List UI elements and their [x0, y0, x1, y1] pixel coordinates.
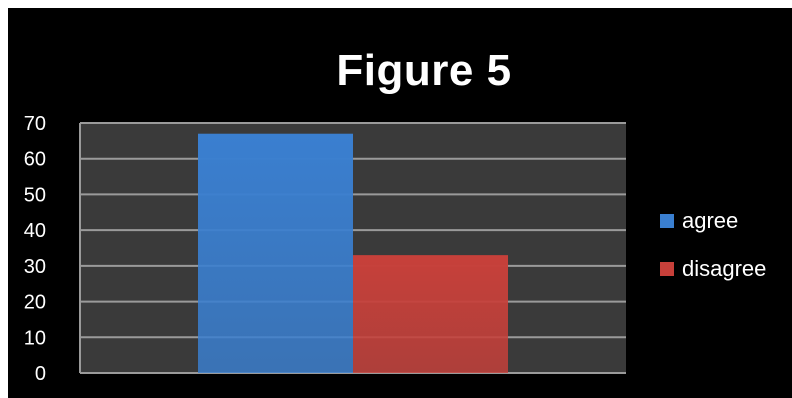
y-tick-label-50: 50: [24, 184, 46, 206]
y-tick-label-30: 30: [24, 256, 46, 278]
y-tick-label-60: 60: [24, 149, 46, 171]
bar-agree: [198, 133, 353, 373]
y-tick-label-40: 40: [24, 220, 46, 242]
y-tick-label-20: 20: [24, 292, 46, 314]
chart-title: Figure 5: [336, 46, 512, 95]
legend-swatch-disagree: [660, 262, 674, 276]
bar-chart: 0 10 20 30 40 50 60 70 agree disagree: [24, 113, 767, 385]
y-tick-label-0: 0: [35, 363, 46, 385]
y-tick-label-10: 10: [24, 327, 46, 349]
legend-swatch-agree: [660, 214, 674, 228]
legend-label-agree: agree: [682, 208, 738, 233]
bar-disagree: [353, 255, 508, 373]
legend-label-disagree: disagree: [682, 256, 766, 281]
y-tick-label-70: 70: [24, 113, 46, 135]
chart-frame: Figure 5 0 10 20 30 40 50 60 70 agree disagree: [8, 8, 792, 398]
